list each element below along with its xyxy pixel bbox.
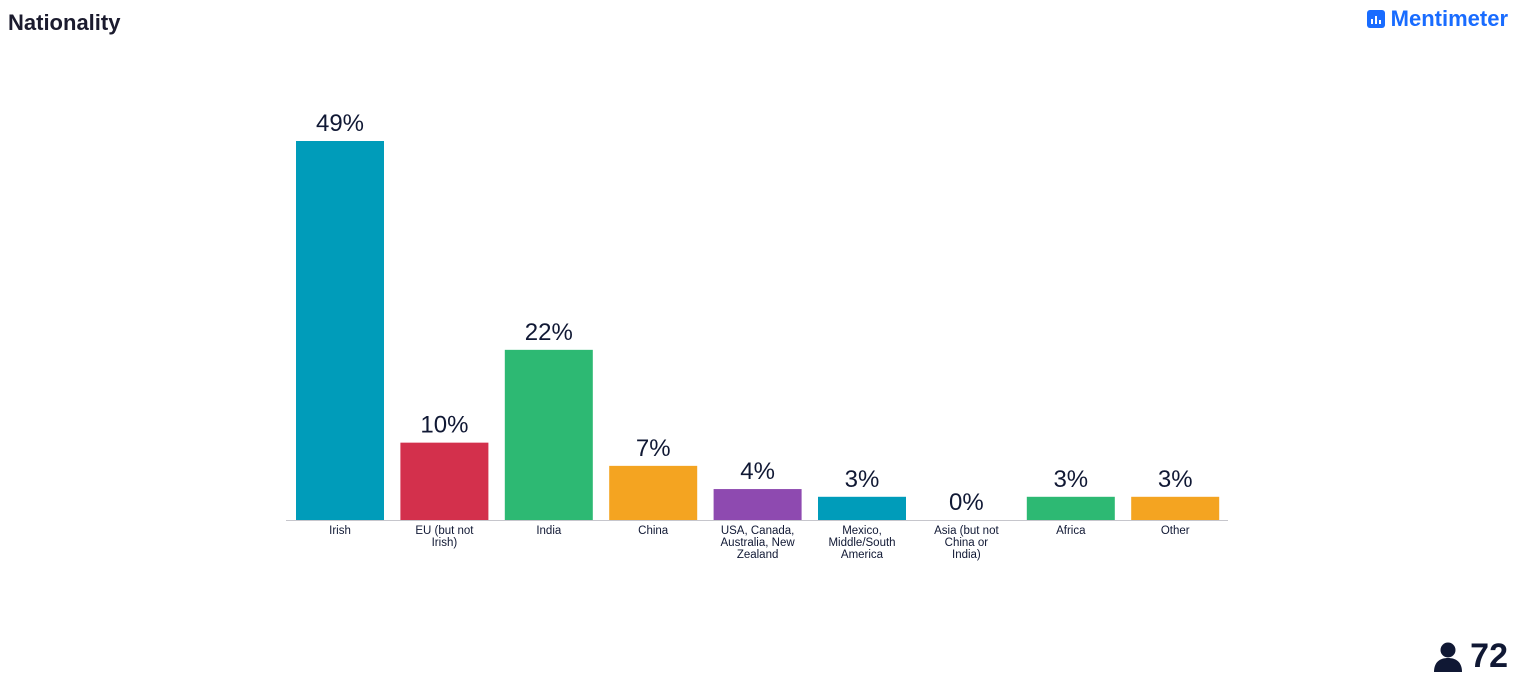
category-label-mexico-middle-south-america: Mexico, Middle/South America (828, 525, 895, 561)
value-label-mexico-middle-south-america: 3% (845, 466, 880, 493)
value-label-africa: 3% (1053, 466, 1088, 493)
category-label-usa-canada-australia-new-zealand: USA, Canada, Australia, New Zealand (721, 525, 796, 561)
category-label-irish: Irish (329, 525, 351, 537)
value-label-india: 22% (525, 319, 573, 346)
brand-logo: Mentimeter (1366, 6, 1508, 32)
value-label-eu-but-not-irish: 10% (420, 412, 468, 439)
participants-count: 72 (1470, 637, 1508, 675)
bar-africa (1026, 496, 1115, 520)
bar-usa-canada-australia-new-zealand (713, 489, 802, 520)
bar-other (1131, 496, 1220, 520)
brand-name: Mentimeter (1390, 6, 1508, 31)
participants-count-badge: 72 (1432, 637, 1508, 676)
bar-chart: 49% Irish 10% EU (but not Irish) 22% India 7% Ch… (286, 110, 1228, 561)
mentimeter-logo-icon (1366, 10, 1385, 28)
category-label-africa: Africa (1056, 525, 1086, 537)
value-label-other: 3% (1158, 466, 1193, 493)
value-label-asia-but-not-china-or-india: 0% (949, 489, 984, 516)
bar-irish (296, 141, 384, 520)
category-label-asia-but-not-china-or-india: Asia (but not China or India) (934, 525, 999, 561)
bar-mexico-middle-south-america (818, 496, 906, 520)
bar-china (609, 465, 698, 520)
category-label-eu-but-not-irish: EU (but not Irish) (415, 525, 474, 549)
category-label-china: China (638, 525, 669, 537)
value-label-usa-canada-australia-new-zealand: 4% (740, 458, 775, 485)
category-label-india: India (536, 525, 562, 537)
page-title: Nationality (8, 10, 121, 35)
category-label-other: Other (1161, 525, 1190, 537)
bar-india (504, 349, 593, 520)
value-label-irish: 49% (316, 110, 364, 137)
bar-eu-but-not-irish (400, 442, 489, 520)
person-icon (1434, 642, 1463, 672)
value-label-china: 7% (636, 435, 671, 462)
